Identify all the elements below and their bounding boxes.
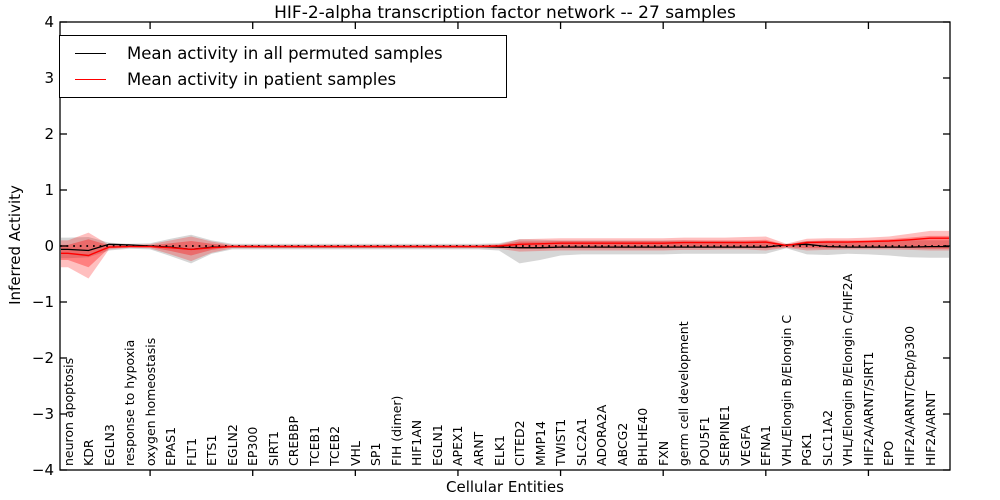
x-category-label: VHL: [347, 441, 363, 466]
y-tick-label: 2: [44, 125, 54, 143]
x-category-label: HIF1AN: [409, 419, 425, 466]
permuted-line-swatch: [75, 52, 106, 54]
x-category-label: FXN: [655, 440, 671, 466]
y-tick-label: 3: [44, 69, 54, 87]
x-category-label: VHL/Elongin B/Elongin C: [778, 314, 794, 466]
x-category-label: EPO: [881, 440, 897, 466]
legend-item-permuted: Mean activity in all permuted samples: [60, 44, 506, 63]
x-category-label: SERPINE1: [717, 405, 733, 466]
legend: Mean activity in all permuted samples Me…: [59, 35, 507, 98]
x-category-label: EGLN1: [429, 424, 445, 466]
x-category-label: SIRT1: [265, 431, 281, 466]
x-category-label: germ cell development: [676, 321, 692, 466]
patient-samples-range-outer-band: [61, 230, 949, 279]
y-tick-label: −2: [31, 349, 54, 367]
x-category-label: PGK1: [799, 432, 815, 466]
y-tick-label: −4: [31, 461, 54, 479]
x-category-label: oxygen homeostasis: [142, 337, 158, 466]
x-category-label: EFNA1: [758, 425, 774, 466]
chart-title: HIF-2-alpha transcription factor network…: [274, 3, 736, 23]
x-category-label: EPAS1: [163, 426, 179, 466]
x-category-label: BHLHE40: [635, 407, 651, 466]
x-category-label: SP1: [368, 442, 384, 466]
x-category-label: ARNT: [470, 431, 486, 466]
x-axis-label: Cellular Entities: [446, 478, 564, 496]
x-category-label: VHL/Elongin B/Elongin C/HIF2A: [840, 273, 856, 466]
x-category-label: response to hypoxia: [122, 339, 138, 466]
x-category-label: neuron apoptosis: [60, 357, 76, 466]
x-category-label: POU5F1: [696, 416, 712, 466]
x-category-label: SLC11A2: [819, 409, 835, 466]
x-category-label: FIH (dimer): [388, 395, 404, 466]
y-tick-label: −1: [31, 293, 54, 311]
x-category-label: EP300: [245, 426, 261, 466]
legend-label-permuted: Mean activity in all permuted samples: [127, 43, 443, 63]
legend-item-patient: Mean activity in patient samples: [60, 70, 506, 89]
x-category-label: CREBBP: [286, 416, 302, 466]
x-category-label: HIF2A/ARNT/SIRT1: [860, 351, 876, 466]
y-tick-label: 0: [44, 237, 54, 255]
x-category-label: FLT1: [183, 437, 199, 466]
x-category-label: TCEB2: [327, 425, 343, 466]
patient-mean-line: [61, 237, 949, 257]
y-tick-label: −3: [31, 405, 54, 423]
x-category-label: SLC2A1: [573, 417, 589, 466]
x-category-label: TCEB1: [306, 425, 322, 466]
legend-label-patient: Mean activity in patient samples: [127, 70, 397, 90]
x-category-label: TWIST1: [553, 418, 569, 466]
x-category-label: HIF2A/ARNT/Cbp/p300: [901, 325, 917, 466]
x-category-label: APEX1: [450, 425, 466, 466]
patient-samples-range-inner-band: [61, 235, 949, 268]
y-tick-label: 4: [44, 13, 54, 31]
x-category-label: ETS1: [204, 434, 220, 466]
x-category-label: KDR: [81, 439, 97, 466]
x-category-label: MMP14: [532, 420, 548, 466]
x-category-label: EGLN2: [224, 424, 240, 466]
x-category-label: ADORA2A: [594, 404, 610, 466]
x-category-label: ELK1: [491, 434, 507, 466]
x-category-label: CITED2: [512, 420, 528, 466]
patient-line-swatch: [75, 79, 106, 81]
y-tick-label: 1: [44, 181, 54, 199]
x-category-label: HIF2A/ARNT: [922, 390, 938, 466]
x-category-label: EGLN3: [101, 424, 117, 466]
x-category-label: VEGFA: [737, 425, 753, 466]
x-category-label: ABCG2: [614, 422, 630, 466]
